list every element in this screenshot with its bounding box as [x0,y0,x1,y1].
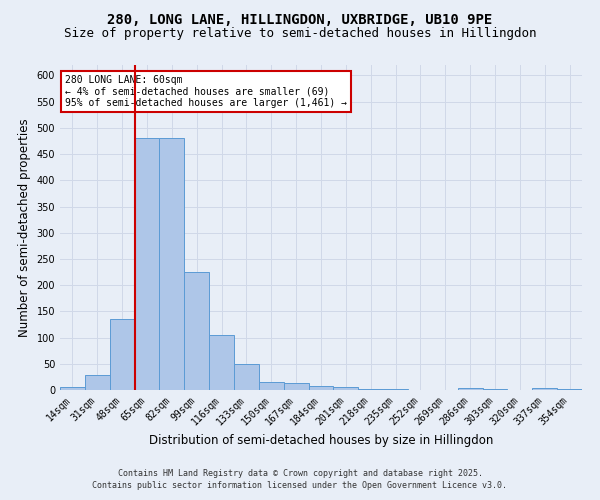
Bar [284,383,308,390]
Bar [160,138,184,390]
Bar [110,319,134,390]
Text: 280, LONG LANE, HILLINGDON, UXBRIDGE, UB10 9PE: 280, LONG LANE, HILLINGDON, UXBRIDGE, UB… [107,12,493,26]
Bar [358,389,383,390]
Bar [184,272,209,390]
Text: Contains HM Land Registry data © Crown copyright and database right 2025.: Contains HM Land Registry data © Crown c… [118,468,482,477]
Bar [482,389,508,390]
Bar [458,388,482,390]
Bar [383,389,408,390]
Bar [308,386,334,390]
Bar [334,388,358,390]
Bar [85,376,110,390]
Bar [134,138,160,390]
X-axis label: Distribution of semi-detached houses by size in Hillingdon: Distribution of semi-detached houses by … [149,434,493,447]
Text: 280 LONG LANE: 60sqm
← 4% of semi-detached houses are smaller (69)
95% of semi-d: 280 LONG LANE: 60sqm ← 4% of semi-detach… [65,74,347,108]
Bar [259,382,284,390]
Bar [60,388,85,390]
Bar [234,364,259,390]
Bar [532,388,557,390]
Y-axis label: Number of semi-detached properties: Number of semi-detached properties [18,118,31,337]
Text: Contains public sector information licensed under the Open Government Licence v3: Contains public sector information licen… [92,481,508,490]
Bar [557,389,582,390]
Bar [209,335,234,390]
Text: Size of property relative to semi-detached houses in Hillingdon: Size of property relative to semi-detach… [64,28,536,40]
